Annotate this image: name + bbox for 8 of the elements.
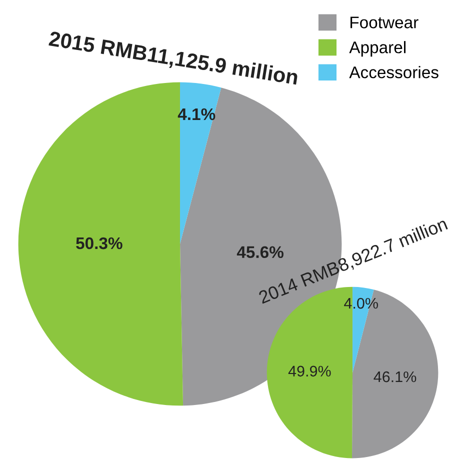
legend-label: Apparel [349,41,406,57]
legend-label: Footwear [350,16,418,28]
data-label: 50.3% [76,237,122,250]
legend-label: Accessories [349,66,438,78]
data-label: 46.1% [374,371,416,382]
data-label: 45.6% [236,246,284,258]
text: 2015 RMB11,125.9 million [48,30,298,88]
data-label: 49.9% [288,366,331,377]
